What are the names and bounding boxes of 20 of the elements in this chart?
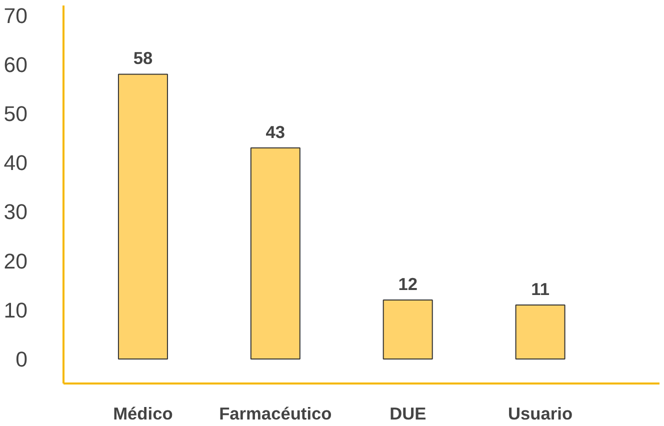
- y-tick-label: 50: [4, 102, 28, 126]
- bar: [118, 74, 168, 360]
- data-label: 12: [398, 274, 418, 294]
- x-tick-label: Usuario: [508, 404, 573, 424]
- data-label: 11: [531, 278, 550, 299]
- y-tick-label: 0: [16, 347, 28, 372]
- y-tick-label: 30: [4, 200, 28, 224]
- data-label: 58: [133, 48, 153, 68]
- data-label: 43: [266, 122, 286, 142]
- x-tick-label: Médico: [113, 404, 173, 424]
- y-tick-label: 20: [4, 249, 28, 274]
- x-tick-label: DUE: [390, 404, 426, 424]
- bar: [382, 300, 433, 360]
- y-tick-label: 60: [4, 52, 28, 77]
- x-tick-label: Farmacéutico: [219, 404, 332, 424]
- y-tick-label: 10: [4, 298, 28, 322]
- bar: [515, 304, 566, 360]
- y-tick-label: 70: [4, 4, 28, 28]
- y-tick-label: 40: [4, 151, 28, 176]
- bar: [250, 147, 300, 360]
